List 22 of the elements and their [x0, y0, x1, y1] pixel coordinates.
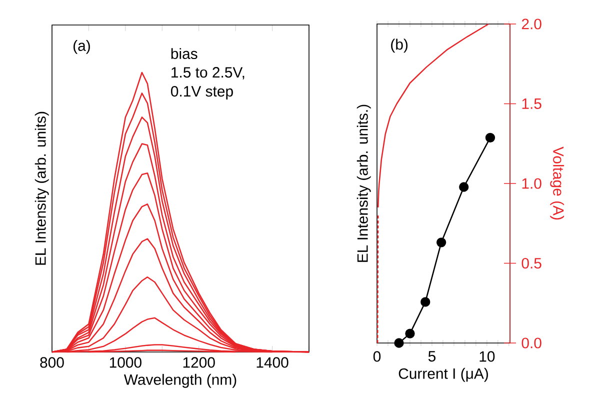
y-axis-title: EL Intensity (arb. units) [34, 112, 49, 265]
x-axis-title: Current I (μA) [398, 368, 488, 382]
x-tick-label: 0 [373, 351, 381, 362]
x-tick-label: 1200 [183, 357, 215, 368]
annotation: 0.1V step [171, 86, 233, 100]
y-axis-title: Voltage (A) [550, 146, 564, 220]
x-tick-label: 5 [428, 351, 436, 362]
annotation: 1.5 to 2.5V, [172, 67, 244, 80]
annotation: (b) [391, 38, 408, 53]
y-tick-label: 0.0 [522, 338, 542, 348]
y-tick-label: 1.5 [522, 98, 542, 109]
x-tick-label: 10 [480, 351, 495, 362]
y-tick-label: 1.0 [522, 178, 542, 189]
y-tick-label: 2.0 [522, 18, 542, 30]
text: bias [171, 48, 198, 60]
x-axis-title: Wavelength (nm) [124, 374, 236, 388]
x-tick-label: 1400 [256, 357, 288, 368]
y-axis-title: EL Intensity (arb. units.) [356, 104, 371, 262]
y-tick-label: 0.5 [522, 258, 542, 269]
x-tick-label: 1000 [110, 357, 142, 368]
x-tick-label: 800 [40, 357, 64, 368]
text: (a) [74, 40, 90, 54]
